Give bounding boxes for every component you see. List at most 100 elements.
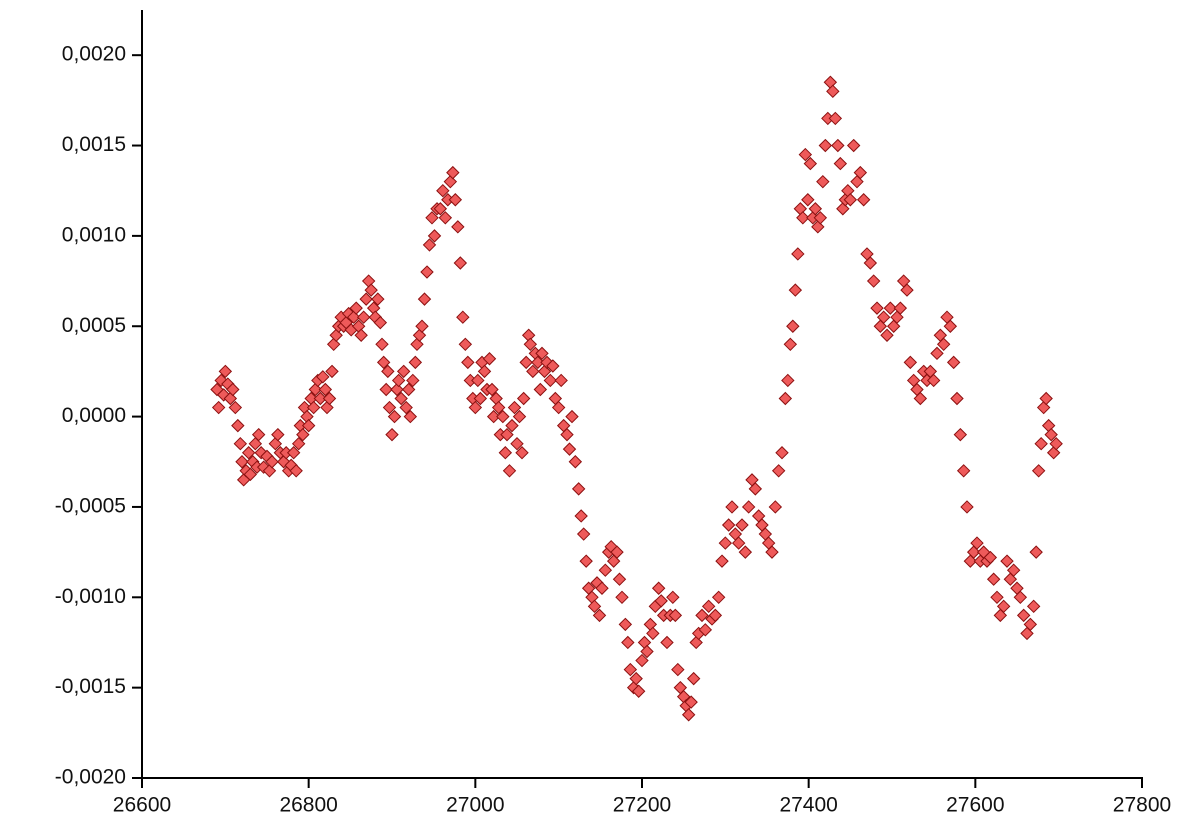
data-point: [615, 590, 629, 605]
data-point: [420, 265, 434, 279]
data-point: [1031, 464, 1046, 478]
data-point: [218, 364, 233, 379]
data-point: [228, 400, 243, 415]
data-point: [1026, 599, 1041, 614]
y-tick-label: 0,0010: [62, 223, 126, 246]
data-point: [406, 373, 420, 388]
data-point: [396, 364, 411, 379]
data-point: [725, 500, 739, 514]
data-point: [322, 391, 337, 406]
data-point: [235, 455, 249, 469]
data-point: [765, 545, 779, 559]
data-point: [870, 301, 884, 315]
data-point: [349, 301, 363, 315]
data-point: [846, 138, 861, 153]
data-point: [248, 436, 263, 451]
data-point: [562, 442, 577, 456]
data-point: [816, 174, 830, 189]
x-tick-label: 26600: [113, 794, 171, 817]
data-point: [560, 427, 574, 442]
data-point: [721, 518, 736, 532]
data-point: [458, 337, 473, 352]
data-point: [371, 292, 385, 306]
data-point: [778, 391, 793, 406]
data-point: [438, 211, 453, 225]
data-point: [387, 409, 402, 424]
data-point: [422, 238, 437, 252]
y-tick-label: 0,0000: [62, 404, 126, 427]
y-tick-label: 0,0020: [62, 43, 126, 66]
data-point: [936, 337, 951, 352]
data-point: [866, 274, 881, 288]
data-point: [523, 337, 538, 352]
data-point: [990, 590, 1004, 605]
data-point: [791, 247, 805, 261]
data-point: [554, 373, 568, 388]
data-point: [526, 364, 540, 379]
data-point: [618, 617, 633, 632]
data-point: [970, 536, 984, 550]
data-point: [640, 644, 654, 659]
data-point: [635, 653, 649, 668]
data-point: [818, 138, 833, 153]
data-point: [403, 409, 418, 424]
data-point: [301, 418, 316, 433]
data-point: [986, 572, 1001, 586]
data-point: [543, 373, 558, 388]
y-tick-label: 0,0005: [62, 314, 126, 337]
data-point: [592, 608, 607, 623]
data-point: [831, 138, 845, 153]
data-point: [1029, 545, 1043, 559]
data-point: [684, 695, 698, 709]
data-point: [803, 156, 818, 171]
data-point: [843, 193, 858, 207]
data-point: [448, 193, 463, 207]
data-point: [621, 635, 635, 650]
data-point: [286, 446, 301, 460]
data-point: [451, 220, 465, 234]
data-point: [401, 382, 416, 397]
data-point: [265, 455, 279, 469]
data-point: [233, 436, 248, 451]
data-point: [903, 355, 918, 370]
data-point: [515, 446, 529, 460]
data-point: [568, 455, 583, 469]
data-point: [425, 211, 439, 225]
data-point: [453, 256, 468, 270]
data-point: [686, 671, 701, 686]
data-point: [695, 608, 709, 623]
data-point: [718, 536, 733, 550]
data-point: [510, 436, 524, 451]
data-point: [471, 373, 485, 388]
data-point: [385, 427, 399, 442]
data-point: [731, 536, 746, 550]
x-tick-label: 26800: [279, 794, 337, 817]
data-point: [415, 319, 429, 333]
y-tick-label: -0,0005: [55, 494, 126, 517]
data-point: [833, 156, 848, 171]
data-point: [715, 554, 729, 568]
data-point: [456, 310, 470, 324]
data-point: [930, 346, 944, 361]
data-point: [226, 382, 240, 397]
data-point: [296, 427, 310, 442]
data-point: [671, 662, 685, 677]
data-point: [711, 590, 726, 605]
data-point: [863, 256, 878, 270]
data-point: [783, 337, 798, 352]
data-point: [996, 599, 1011, 614]
data-point: [571, 482, 586, 496]
data-point: [610, 545, 624, 559]
data-point: [531, 355, 545, 370]
data-point: [781, 373, 795, 388]
data-point: [382, 400, 397, 415]
data-point: [798, 147, 813, 162]
data-point: [646, 626, 660, 641]
data-point: [211, 400, 226, 415]
data-point: [651, 581, 666, 595]
data-point: [576, 527, 591, 541]
data-point: [551, 400, 566, 415]
y-tick-label: -0,0010: [55, 585, 126, 608]
data-point: [486, 409, 501, 424]
